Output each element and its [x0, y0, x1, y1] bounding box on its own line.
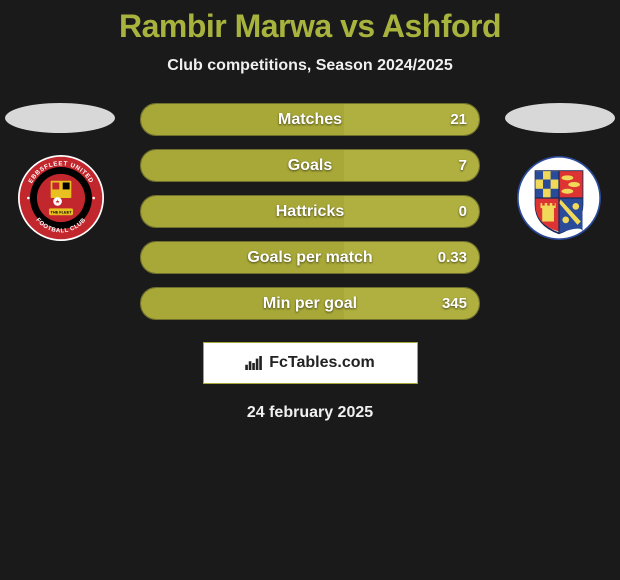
stat-label: Hattricks — [141, 196, 479, 227]
right-club-crest — [516, 155, 602, 241]
page-title: Rambir Marwa vs Ashford — [119, 8, 501, 45]
svg-text:THE FLEET: THE FLEET — [50, 209, 72, 214]
left-club-crest: EBBSFLEET UNITED FOOTBALL CLUB THE FLEET — [18, 155, 104, 241]
comparison-card: Rambir Marwa vs Ashford Club competition… — [0, 0, 620, 422]
comparison-body: EBBSFLEET UNITED FOOTBALL CLUB THE FLEET — [0, 103, 620, 320]
date-text: 24 february 2025 — [247, 404, 373, 422]
stat-label: Goals — [141, 150, 479, 181]
stat-value-right: 0.33 — [438, 242, 467, 273]
stat-value-right: 7 — [459, 150, 467, 181]
stat-bar: Goals7 — [140, 149, 480, 182]
brand-text: FcTables.com — [269, 354, 375, 372]
stat-bar: Matches21 — [140, 103, 480, 136]
bar-chart-icon — [245, 356, 263, 370]
stat-label: Min per goal — [141, 288, 479, 319]
shield-crest-icon — [517, 156, 601, 240]
stat-value-right: 21 — [450, 104, 467, 135]
ebbsfleet-crest-icon: EBBSFLEET UNITED FOOTBALL CLUB THE FLEET — [18, 155, 104, 241]
stat-bar: Goals per match0.33 — [140, 241, 480, 274]
right-player-oval — [505, 103, 615, 133]
left-player-oval — [5, 103, 115, 133]
stat-bar: Hattricks0 — [140, 195, 480, 228]
stat-label: Matches — [141, 104, 479, 135]
stat-value-right: 345 — [442, 288, 467, 319]
stat-label: Goals per match — [141, 242, 479, 273]
subtitle: Club competitions, Season 2024/2025 — [167, 57, 452, 75]
stat-bar: Min per goal345 — [140, 287, 480, 320]
stat-value-right: 0 — [459, 196, 467, 227]
stats-list: Matches21 Goals7 Hattricks0 Goals per match… — [140, 103, 480, 320]
brand-box: FcTables.com — [203, 342, 418, 384]
